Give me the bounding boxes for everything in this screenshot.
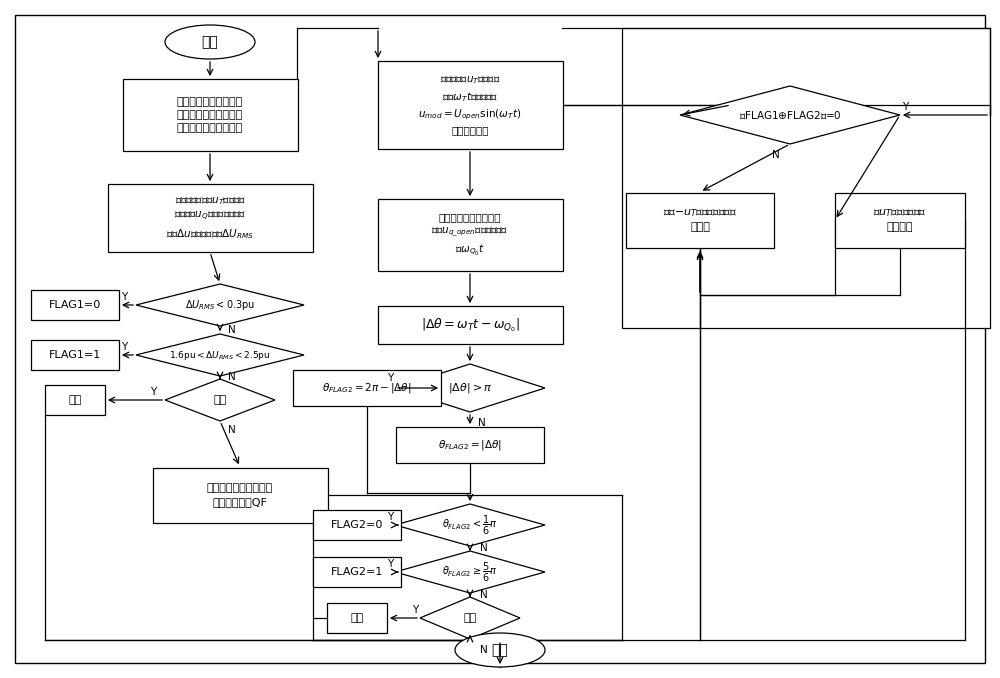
Text: N: N: [228, 372, 236, 382]
FancyBboxPatch shape: [622, 28, 990, 328]
Text: Y: Y: [121, 342, 127, 352]
Polygon shape: [420, 597, 520, 639]
Text: Y: Y: [412, 605, 418, 615]
Text: FLAG1=0: FLAG1=0: [49, 300, 101, 310]
Text: Y: Y: [387, 512, 393, 522]
Text: 开始: 开始: [202, 35, 218, 49]
FancyBboxPatch shape: [378, 199, 562, 271]
Text: 结束: 结束: [492, 643, 508, 657]
FancyBboxPatch shape: [45, 385, 105, 415]
Text: N: N: [480, 543, 488, 553]
Text: N: N: [480, 590, 488, 600]
Text: N: N: [772, 150, 780, 160]
Text: N: N: [478, 418, 486, 428]
Polygon shape: [395, 504, 545, 546]
Text: 进线开关柜采样$u_T$与启动柜
采样电压$u_Q$标幺化后，做差
得到$\Delta u$，求其有效值$\Delta U_{RMS}$: 进线开关柜采样$u_T$与启动柜 采样电压$u_Q$标幺化后，做差 得到$\De…: [166, 195, 254, 241]
Text: $\theta_{FLAG2}\geq\dfrac{5}{6}\pi$: $\theta_{FLAG2}\geq\dfrac{5}{6}\pi$: [442, 561, 498, 584]
Text: 预充电阶段，按流程顺
序分合启动柜、进线开
关柜内接触器与断路器: 预充电阶段，按流程顺 序分合启动柜、进线开 关柜内接触器与断路器: [177, 97, 243, 133]
Text: 启动柜采样开环输出的
电压$u_{q\_open}$，锁相得相位
角$\omega_{Q_0}t$: 启动柜采样开环输出的 电压$u_{q\_open}$，锁相得相位 角$\omeg…: [431, 212, 509, 258]
Text: Y: Y: [387, 373, 393, 383]
Text: 其他: 其他: [463, 613, 477, 623]
Text: 其他: 其他: [213, 395, 227, 405]
Polygon shape: [136, 284, 304, 326]
Text: 以$u_T$作为控制使用
用的信号: 以$u_T$作为控制使用 用的信号: [873, 207, 927, 233]
Text: N: N: [480, 645, 488, 655]
Text: FLAG2=0: FLAG2=0: [331, 520, 383, 530]
Polygon shape: [395, 551, 545, 593]
FancyBboxPatch shape: [396, 427, 544, 463]
Text: 以（$-u_T$）作为控制使用
的信号: 以（$-u_T$）作为控制使用 的信号: [663, 207, 737, 233]
Text: $|\Delta\theta|>\pi$: $|\Delta\theta|>\pi$: [448, 381, 492, 395]
Text: Y: Y: [902, 102, 908, 112]
Text: $1.6$pu$<\Delta U_{RMS}<2.5$pu: $1.6$pu$<\Delta U_{RMS}<2.5$pu: [169, 348, 271, 361]
FancyBboxPatch shape: [152, 468, 328, 523]
FancyBboxPatch shape: [108, 184, 312, 252]
Text: $|\Delta\theta = \omega_T t - \omega_{Q_0}|$: $|\Delta\theta = \omega_T t - \omega_{Q_…: [421, 316, 519, 334]
Text: $\theta_{FLAG2}<\dfrac{1}{6}\pi$: $\theta_{FLAG2}<\dfrac{1}{6}\pi$: [442, 513, 498, 536]
Text: FLAG2=1: FLAG2=1: [331, 567, 383, 577]
Text: N: N: [228, 425, 236, 435]
Text: $\theta_{FLAG2}=2\pi-|\Delta\theta|$: $\theta_{FLAG2}=2\pi-|\Delta\theta|$: [322, 381, 412, 395]
Text: $\theta_{FLAG2}=|\Delta\theta|$: $\theta_{FLAG2}=|\Delta\theta|$: [438, 438, 502, 452]
Text: 故障: 故障: [68, 395, 82, 405]
Polygon shape: [395, 364, 545, 412]
Text: $\Delta U_{RMS}<0.3$pu: $\Delta U_{RMS}<0.3$pu: [185, 298, 255, 312]
Text: 预充电结束，断开进线
开关柜断路器QF: 预充电结束，断开进线 开关柜断路器QF: [207, 483, 273, 506]
Ellipse shape: [455, 633, 545, 667]
Text: 进线开关柜$u_T$锁相得相
位角$\omega_T t$，以调制波
$u_{mod}=U_{open}\sin(\omega_T t)$
输出开环电压: 进线开关柜$u_T$锁相得相 位角$\omega_T t$，以调制波 $u_{m…: [418, 75, 522, 136]
Text: FLAG1=1: FLAG1=1: [49, 350, 101, 360]
FancyBboxPatch shape: [122, 79, 298, 151]
FancyBboxPatch shape: [835, 193, 965, 247]
Text: 故障: 故障: [350, 613, 364, 623]
Text: N: N: [228, 325, 236, 335]
FancyBboxPatch shape: [378, 61, 562, 149]
Polygon shape: [680, 86, 900, 144]
FancyBboxPatch shape: [313, 510, 401, 540]
Polygon shape: [136, 334, 304, 376]
Ellipse shape: [165, 25, 255, 59]
FancyBboxPatch shape: [15, 15, 985, 663]
Text: Y: Y: [387, 559, 393, 569]
FancyBboxPatch shape: [378, 306, 562, 344]
FancyBboxPatch shape: [31, 290, 119, 320]
FancyBboxPatch shape: [626, 193, 774, 247]
FancyBboxPatch shape: [293, 370, 441, 406]
Text: （FLAG1$\oplus$FLAG2）=0: （FLAG1$\oplus$FLAG2）=0: [739, 109, 841, 121]
FancyBboxPatch shape: [327, 603, 387, 633]
Text: Y: Y: [150, 387, 156, 397]
Text: Y: Y: [121, 292, 127, 302]
Polygon shape: [165, 379, 275, 421]
FancyBboxPatch shape: [31, 340, 119, 370]
FancyBboxPatch shape: [313, 557, 401, 587]
